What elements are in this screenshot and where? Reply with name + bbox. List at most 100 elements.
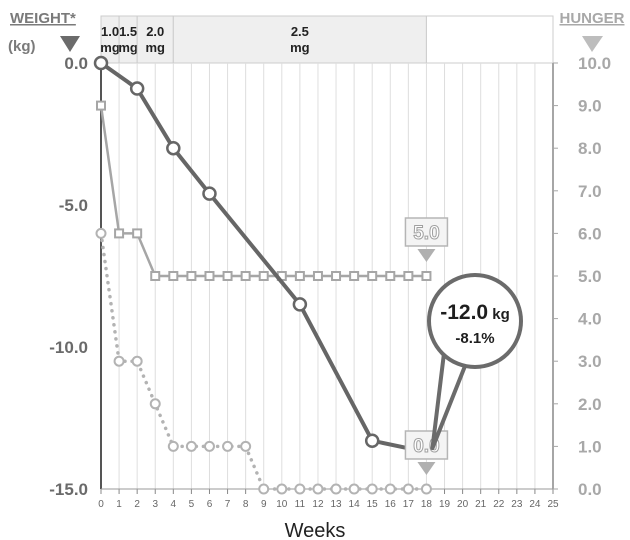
data-point: [349, 271, 360, 281]
callout-unit: kg: [488, 306, 510, 323]
data-point: [166, 140, 181, 156]
right-tick-label: 8.0: [578, 139, 602, 158]
x-tick-label: 21: [475, 499, 487, 510]
x-tick-label: 19: [439, 499, 451, 510]
data-point: [403, 271, 414, 281]
data-point: [204, 271, 215, 281]
data-point: [168, 271, 179, 281]
left-axis-arrow-icon: [60, 36, 80, 52]
value-box-text: 5.0: [413, 223, 439, 244]
dose-band-unit: mg: [100, 40, 120, 55]
dose-band-unit: mg: [290, 40, 310, 55]
data-point: [384, 483, 396, 495]
right-axis-arrow-icon: [582, 36, 603, 52]
data-point: [222, 271, 233, 281]
data-point: [385, 271, 396, 281]
data-point: [113, 355, 125, 367]
x-tick-label: 8: [243, 499, 249, 510]
right-tick-label: 7.0: [578, 182, 602, 201]
data-point: [330, 483, 342, 495]
right-tick-label: 6.0: [578, 224, 602, 243]
dose-band-value: 2.5: [291, 24, 309, 39]
series-layer: [93, 55, 434, 495]
data-point: [420, 483, 432, 495]
data-point: [203, 440, 215, 452]
x-tick-label: 1: [116, 499, 122, 510]
data-point: [292, 297, 308, 312]
data-point: [93, 55, 109, 71]
data-point: [421, 271, 432, 281]
right-tick-label: 4.0: [578, 310, 602, 329]
data-point: [331, 271, 342, 281]
dose-band-value: 2.0: [146, 24, 164, 39]
data-point: [240, 440, 252, 452]
value-box-arrow-icon: [417, 249, 436, 262]
x-tick-label: 22: [493, 499, 505, 510]
x-tick-label: 20: [457, 499, 469, 510]
data-point: [240, 271, 251, 281]
callout-percent-change: -8.1%: [455, 330, 494, 347]
x-tick-label: 18: [421, 499, 433, 510]
right-tick-label: 5.0: [578, 267, 602, 286]
x-tick-label: 6: [207, 499, 213, 510]
data-point: [364, 433, 380, 448]
x-tick-label: 0: [98, 499, 104, 510]
dose-band-unit: mg: [145, 40, 165, 55]
data-point: [222, 440, 234, 452]
left-axis-title: WEIGHT*: [10, 10, 76, 27]
right-tick-label: 3.0: [578, 352, 602, 371]
data-point: [276, 483, 288, 495]
dose-band-value: 1.5: [119, 24, 137, 39]
left-tick-label: 0.0: [64, 54, 88, 73]
dose-band: [425, 15, 554, 64]
x-axis-label: Weeks: [285, 520, 346, 540]
value-box: [404, 217, 449, 247]
x-tick-label: 13: [330, 499, 342, 510]
data-point: [185, 440, 197, 452]
x-tick-label: 5: [189, 499, 195, 510]
data-point: [96, 100, 106, 111]
left-tick-label: -15.0: [49, 480, 88, 499]
right-tick-label: 0.0: [578, 480, 602, 499]
data-point: [202, 186, 217, 201]
callout-bubble: [427, 273, 523, 369]
right-axis-title: HUNGER: [559, 10, 624, 27]
x-tick-label: 2: [134, 499, 140, 510]
data-point: [258, 271, 269, 281]
x-tick-label: 10: [276, 499, 288, 510]
data-point: [402, 483, 414, 495]
x-tick-label: 11: [295, 499, 306, 510]
x-tick-label: 24: [529, 499, 541, 510]
x-tick-label: 4: [171, 499, 177, 510]
data-point: [131, 355, 143, 367]
value-box-arrow-icon: [417, 462, 436, 475]
x-tick-label: 23: [511, 499, 523, 510]
data-point: [132, 228, 143, 239]
dose-band-value: 1.0: [101, 24, 119, 39]
data-point: [312, 271, 323, 281]
right-tick-label: 9.0: [578, 97, 602, 116]
left-tick-label: -5.0: [59, 196, 88, 215]
data-point: [312, 483, 324, 495]
data-point: [186, 271, 197, 281]
left-tick-label: -10.0: [49, 338, 88, 357]
x-tick-label: 12: [312, 499, 324, 510]
data-point: [149, 398, 161, 410]
callout-weight-change: -12.0 kg: [440, 301, 510, 324]
data-point: [367, 271, 378, 281]
x-tick-label: 16: [385, 499, 397, 510]
data-point: [114, 228, 125, 239]
dose-band-unit: mg: [118, 40, 138, 55]
data-point: [129, 81, 145, 96]
data-point: [95, 227, 107, 239]
data-point: [366, 483, 378, 495]
annotations: 5.00.0-12.0 kg-8.1%: [404, 217, 523, 475]
right-tick-label: 10.0: [578, 54, 611, 73]
x-tick-label: 25: [547, 499, 559, 510]
data-point: [150, 271, 161, 281]
x-tick-label: 17: [403, 499, 415, 510]
data-point: [258, 483, 270, 495]
callout-joint: [446, 343, 468, 361]
